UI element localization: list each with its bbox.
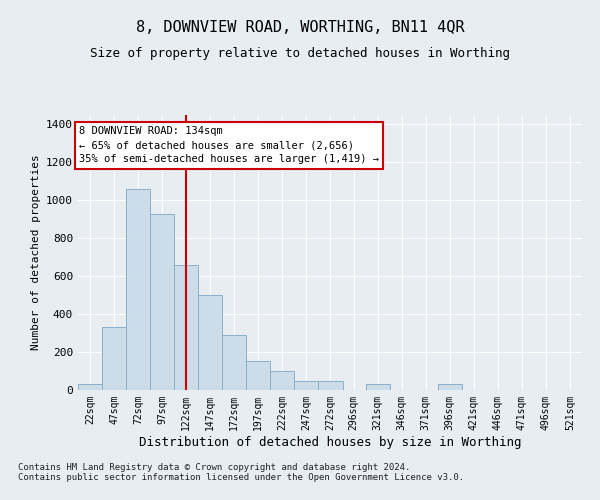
Bar — [438, 384, 462, 390]
Bar — [319, 380, 343, 390]
Bar — [102, 328, 126, 390]
Text: Contains HM Land Registry data © Crown copyright and database right 2024.
Contai: Contains HM Land Registry data © Crown c… — [18, 463, 464, 482]
Y-axis label: Number of detached properties: Number of detached properties — [31, 154, 41, 350]
Bar — [222, 335, 247, 390]
Bar — [198, 295, 222, 390]
Bar — [365, 384, 389, 390]
Bar — [78, 384, 102, 390]
Bar — [247, 360, 271, 390]
Bar — [271, 371, 295, 390]
Bar — [295, 380, 319, 390]
Text: 8, DOWNVIEW ROAD, WORTHING, BN11 4QR: 8, DOWNVIEW ROAD, WORTHING, BN11 4QR — [136, 20, 464, 35]
Bar — [126, 189, 150, 390]
Bar — [174, 265, 198, 390]
Text: 8 DOWNVIEW ROAD: 134sqm
← 65% of detached houses are smaller (2,656)
35% of semi: 8 DOWNVIEW ROAD: 134sqm ← 65% of detache… — [79, 126, 379, 164]
Text: Size of property relative to detached houses in Worthing: Size of property relative to detached ho… — [90, 48, 510, 60]
Bar — [150, 214, 174, 390]
X-axis label: Distribution of detached houses by size in Worthing: Distribution of detached houses by size … — [139, 436, 521, 448]
